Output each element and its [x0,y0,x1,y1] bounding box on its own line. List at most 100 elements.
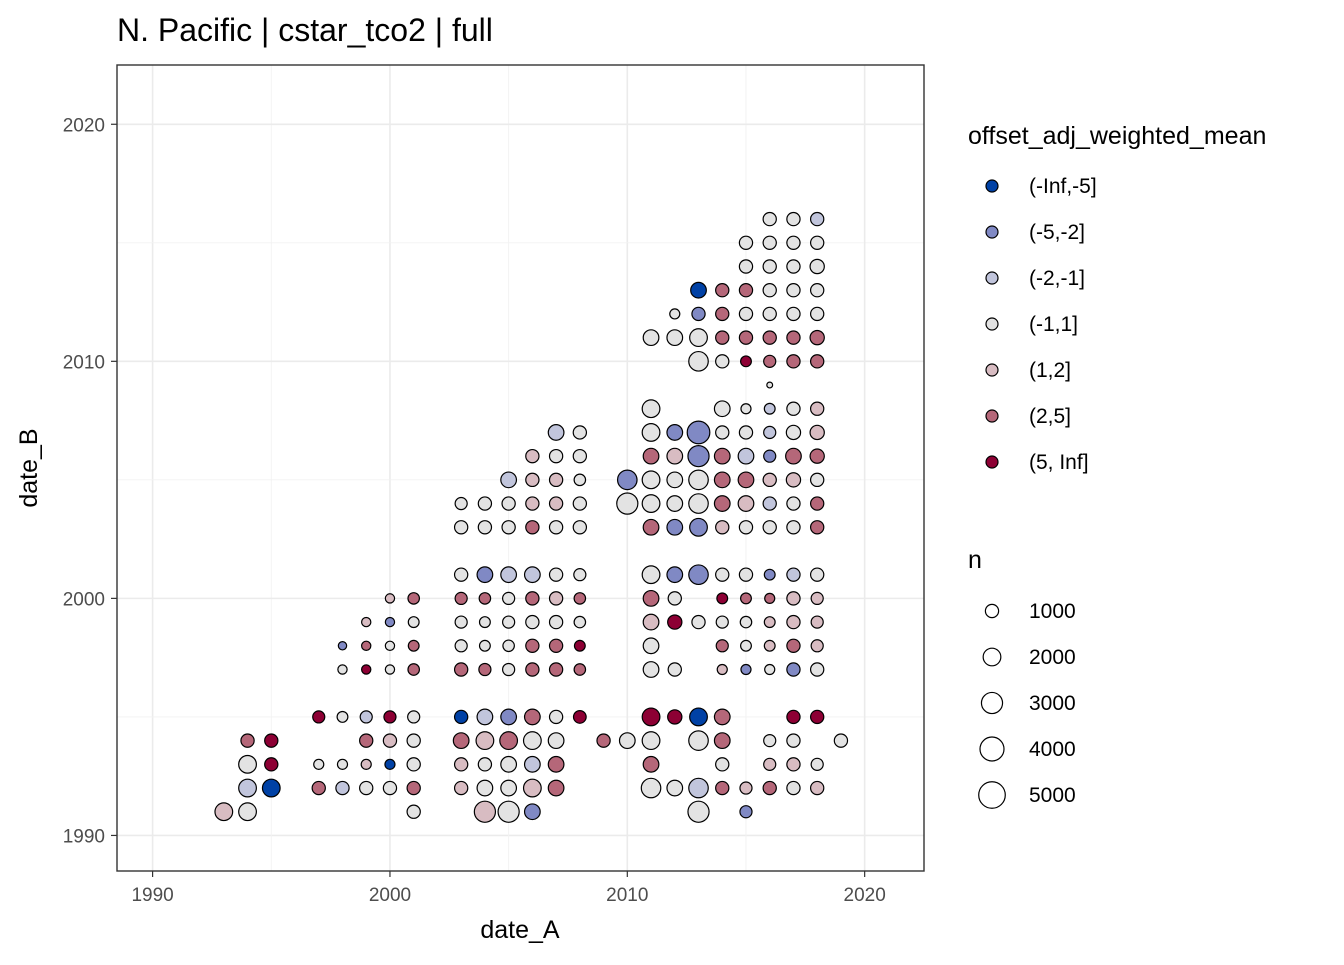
data-point [476,566,494,584]
data-point [407,616,420,629]
data-point [548,662,564,677]
data-point [739,805,753,819]
data-point [502,662,516,677]
data-point [337,664,348,675]
data-point [738,306,754,322]
data-point [666,329,684,347]
chart-title: N. Pacific | cstar_tco2 | full [117,12,493,48]
data-point [786,235,801,250]
data-point [573,639,586,652]
data-point [715,615,729,629]
size-legend-key [979,736,1005,762]
data-point [691,614,706,630]
data-point [738,283,754,298]
data-point [261,778,281,798]
data-point [713,495,731,512]
size-legend-label: 5000 [1029,784,1076,807]
data-point [737,495,755,512]
data-point [786,780,801,796]
data-point [785,447,802,465]
size-legend-key [984,603,1000,619]
data-point [762,259,777,274]
data-point [407,592,421,605]
data-point [738,330,754,345]
data-point [453,780,469,796]
data-point [667,591,682,606]
data-point [713,400,731,418]
data-point [547,424,565,441]
color-legend-items: (-Inf,-5] (-5,-2] (-2,-1] (-1,1] (1,2] (2,5] (… [985,175,1097,474]
data-point [715,330,730,345]
data-point [642,447,660,465]
data-point [738,259,754,274]
data-point [478,662,492,677]
size-legend-label: 2000 [1029,646,1076,669]
data-point [786,520,801,535]
data-point [523,708,541,726]
data-point [716,663,728,676]
data-point [264,757,279,772]
data-point [786,330,801,345]
y-tick-label: 2020 [63,115,105,136]
data-point [641,731,661,751]
data-point [641,399,661,419]
data-point [763,639,776,652]
data-point [786,591,801,606]
data-point [214,802,234,822]
data-point [715,306,730,322]
data-point [548,709,564,725]
data-point [666,447,684,465]
data-point [454,615,468,629]
data-point [810,757,824,771]
data-point [810,639,824,653]
data-point [687,800,710,823]
data-point [382,780,398,796]
data-point [407,663,421,676]
data-point [335,780,350,796]
data-point [616,469,638,491]
color-legend-key [985,455,999,469]
size-legend-key [978,781,1006,809]
data-point [688,493,709,514]
data-point [690,281,707,299]
data-point [810,615,824,629]
data-point [453,709,469,725]
data-point [525,496,540,511]
data-point [454,496,468,511]
data-point [764,663,776,676]
data-point [809,258,825,275]
data-point [763,616,776,629]
data-point [500,755,518,773]
data-point [572,425,588,440]
data-point [502,615,516,629]
data-point [406,780,421,796]
data-point [499,731,519,751]
data-point [686,420,711,445]
data-point [786,709,801,725]
data-point [478,592,492,605]
data-point [642,589,660,607]
data-point [763,733,777,748]
color-legend-label: (-5,-2] [1029,221,1085,244]
data-point [740,355,752,368]
data-point [785,424,802,441]
data-point [500,566,518,584]
data-point [809,211,825,227]
data-point [809,496,825,511]
data-point [766,381,774,389]
data-point [689,328,708,348]
y-tick-label: 2010 [63,352,105,373]
data-point [525,448,540,464]
data-point [238,778,257,798]
data-point [809,306,825,322]
data-point [715,425,730,440]
color-legend-label: (-2,-1] [1029,267,1085,290]
data-point [501,520,516,535]
data-point [360,758,372,770]
data-point [762,211,777,227]
data-point [739,781,753,795]
data-point [762,283,777,298]
color-legend-label: (5, Inf] [1029,451,1089,474]
data-point [477,520,493,535]
